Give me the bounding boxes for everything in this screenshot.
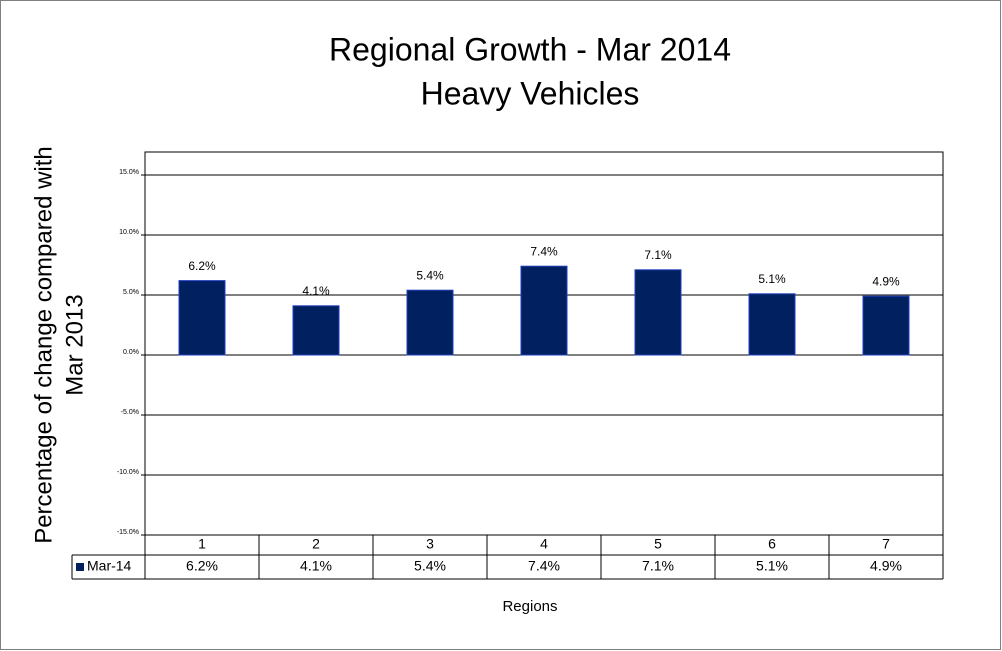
bar <box>748 293 796 356</box>
table-value: 7.1% <box>642 558 674 574</box>
x-tick-label: 3 <box>426 536 434 552</box>
x-tick-label: 1 <box>198 536 206 552</box>
y-tick-label: 10.0% <box>119 229 139 236</box>
y-tick-label: -15.0% <box>117 529 139 536</box>
y-tick-label: -10.0% <box>117 469 139 476</box>
bar <box>292 305 340 356</box>
chart-subtitle: Heavy Vehicles <box>421 75 640 111</box>
x-tick-label: 5 <box>654 536 662 552</box>
bar <box>520 265 568 356</box>
data-label: 4.9% <box>872 274 900 288</box>
legend-swatch <box>76 563 84 571</box>
data-label: 5.4% <box>416 268 444 282</box>
y-tick-label: 0.0% <box>123 349 139 356</box>
x-tick-label: 2 <box>312 536 320 552</box>
data-label: 5.1% <box>758 272 786 286</box>
x-tick-label: 4 <box>540 536 548 552</box>
data-label: 4.1% <box>302 284 330 298</box>
y-axis-label: Percentage of change compared with <box>30 146 57 544</box>
table-value: 4.9% <box>870 558 902 574</box>
data-label: 6.2% <box>188 259 216 273</box>
x-tick-label: 6 <box>768 536 776 552</box>
y-tick-label: 15.0% <box>119 169 139 176</box>
data-label: 7.4% <box>530 244 558 258</box>
y-tick-label: -5.0% <box>121 409 139 416</box>
table-value: 5.1% <box>756 558 788 574</box>
x-tick-label: 7 <box>882 536 890 552</box>
table-value: 4.1% <box>300 558 332 574</box>
bar <box>178 280 226 356</box>
legend-label: Mar-14 <box>87 558 132 574</box>
y-axis-label: Mar 2013 <box>61 294 88 395</box>
table-value: 6.2% <box>186 558 218 574</box>
data-label: 7.1% <box>644 248 672 262</box>
x-axis-label: Regions <box>502 598 557 615</box>
table-value: 5.4% <box>414 558 446 574</box>
y-tick-label: 5.0% <box>123 289 139 296</box>
chart-title: Regional Growth - Mar 2014 <box>329 31 731 67</box>
bar <box>406 289 454 356</box>
bar <box>862 295 910 356</box>
table-value: 7.4% <box>528 558 560 574</box>
bar <box>634 269 682 356</box>
